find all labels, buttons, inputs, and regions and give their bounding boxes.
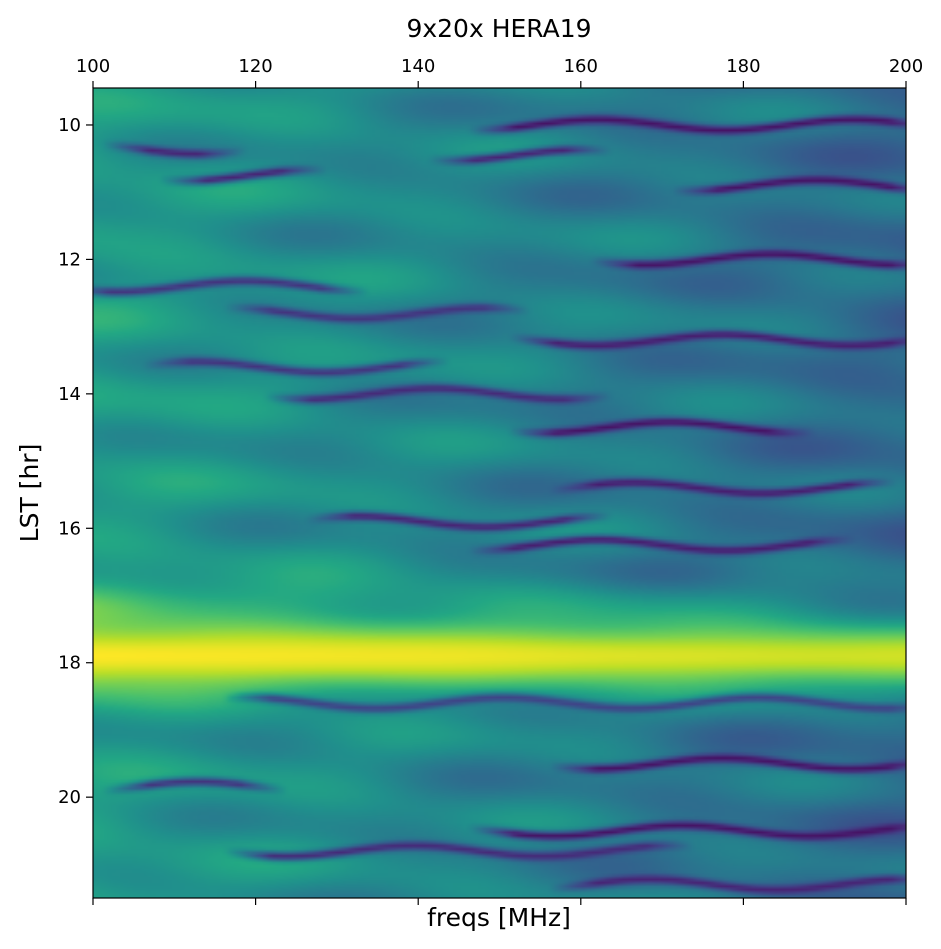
x-tick-label: 120 (238, 56, 272, 77)
x-axis-label: freqs [MHz] (427, 903, 571, 932)
y-axis-label: LST [hr] (15, 444, 44, 543)
plot-frame (92, 87, 907, 899)
chart-title: 9x20x HERA19 (406, 14, 591, 43)
x-tick-label: 160 (564, 56, 598, 77)
x-tick-label: 200 (889, 56, 923, 77)
y-tick-label: 20 (58, 787, 81, 808)
y-tick-label: 12 (58, 249, 81, 270)
x-tick-label: 140 (401, 56, 435, 77)
y-tick-label: 14 (58, 384, 81, 405)
y-tick-label: 16 (58, 518, 81, 539)
y-axis: 10 12 14 16 18 20 (58, 115, 93, 808)
x-axis-top: 100 120 140 160 180 200 (76, 56, 923, 88)
y-tick-label: 10 (58, 115, 81, 136)
x-tick-label: 180 (726, 56, 760, 77)
x-tick-label: 100 (76, 56, 110, 77)
y-tick-label: 18 (58, 653, 81, 674)
x-axis-bottom (92, 898, 907, 905)
heatmap-image (93, 88, 906, 898)
